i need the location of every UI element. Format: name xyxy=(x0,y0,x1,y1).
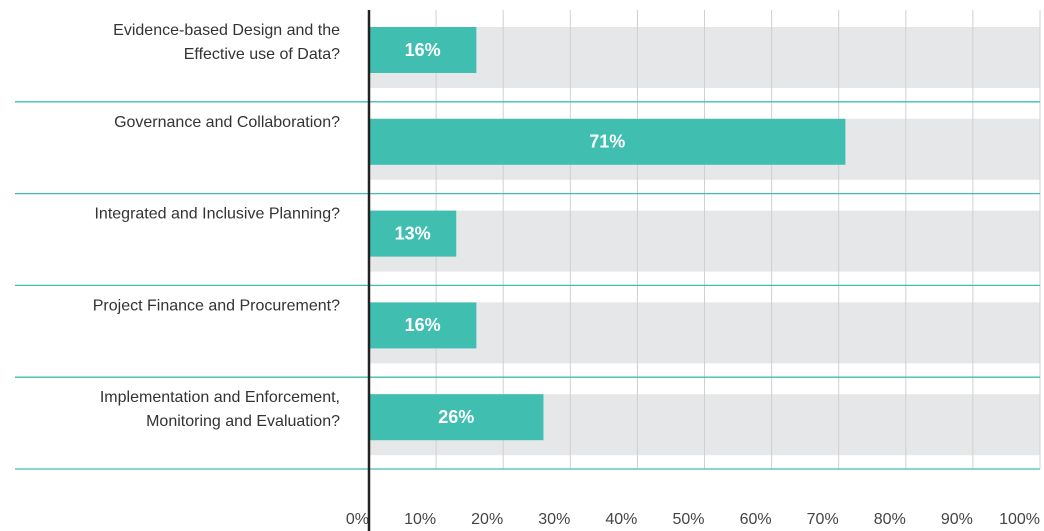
category-line: Implementation and Enforcement, xyxy=(100,389,340,406)
bar xyxy=(369,394,544,441)
value-label: 16% xyxy=(405,40,441,60)
category-line: Effective use of Data? xyxy=(184,46,340,63)
x-tick-label: 40% xyxy=(605,511,637,528)
x-tick-label: 100% xyxy=(999,511,1040,528)
category-line: Evidence-based Design and the xyxy=(113,22,340,39)
x-tick-label: 90% xyxy=(941,511,973,528)
x-tick-label: 50% xyxy=(672,511,704,528)
x-tick-label: 0% xyxy=(346,511,369,528)
category-label: Integrated and Inclusive Planning? xyxy=(94,206,340,223)
x-tick-label: 20% xyxy=(471,511,503,528)
category-line: Project Finance and Procurement? xyxy=(93,298,340,315)
bar xyxy=(369,27,477,73)
bar xyxy=(369,118,846,165)
x-tick-label: 30% xyxy=(538,511,570,528)
category-line: Integrated and Inclusive Planning? xyxy=(94,206,340,223)
x-tick-label: 10% xyxy=(404,511,436,528)
value-label: 16% xyxy=(405,315,441,335)
category-line: Monitoring and Evaluation? xyxy=(146,413,340,430)
x-tick-label: 70% xyxy=(807,511,839,528)
bar xyxy=(369,210,457,257)
bar xyxy=(369,302,477,349)
x-tick-label: 80% xyxy=(874,511,906,528)
category-label: Evidence-based Design and the Effective u… xyxy=(113,22,340,63)
category-label: Governance and Collaboration? xyxy=(114,114,340,131)
category-line: Governance and Collaboration? xyxy=(114,114,340,131)
value-label: 26% xyxy=(438,407,474,427)
value-label: 13% xyxy=(395,223,431,243)
value-label: 71% xyxy=(589,132,625,152)
category-label: Project Finance and Procurement? xyxy=(93,298,340,315)
x-tick-label: 60% xyxy=(740,511,772,528)
category-label: Implementation and Enforcement, Monitorin… xyxy=(100,389,340,430)
